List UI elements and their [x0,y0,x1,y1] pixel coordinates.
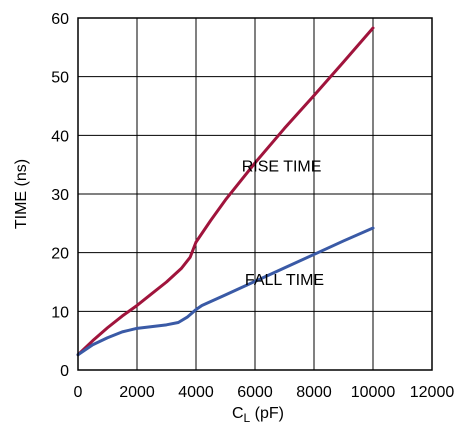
series-line-1 [76,226,375,357]
x-axis-label-subscript: L [244,411,251,425]
annotations: RISE TIME FALL TIME [242,159,324,289]
y-axis-label: TIME (ns) [13,159,30,229]
x-axis-label-unit: (pF) [250,405,284,422]
series-group [76,26,375,357]
series-line-0 [76,26,375,357]
x-tick-label: 10000 [351,384,396,401]
y-tick-label: 10 [51,304,69,321]
y-tick-label: 30 [51,187,69,204]
y-tick-label: 60 [51,11,69,28]
y-tick-label: 0 [60,363,69,380]
y-tick-labels: 0 10 20 30 40 50 60 [51,11,69,380]
y-tick-label: 20 [51,246,69,263]
x-tick-label: 6000 [237,384,273,401]
x-tick-label: 8000 [296,384,332,401]
x-tick-labels: 0 2000 4000 6000 8000 10000 12000 [74,384,455,401]
y-tick-label: 50 [51,70,69,87]
x-tick-label: 2000 [119,384,155,401]
annotation-label: FALL TIME [245,272,324,289]
grid [77,17,433,371]
x-tick-label: 0 [74,384,83,401]
x-tick-label: 4000 [178,384,214,401]
annotation-label: RISE TIME [242,159,322,176]
plot-frame [77,17,433,371]
x-axis-label: CL (pF) [232,405,284,425]
y-tick-label: 40 [51,128,69,145]
x-axis-label-main: C [232,405,244,422]
x-tick-label: 12000 [410,384,455,401]
